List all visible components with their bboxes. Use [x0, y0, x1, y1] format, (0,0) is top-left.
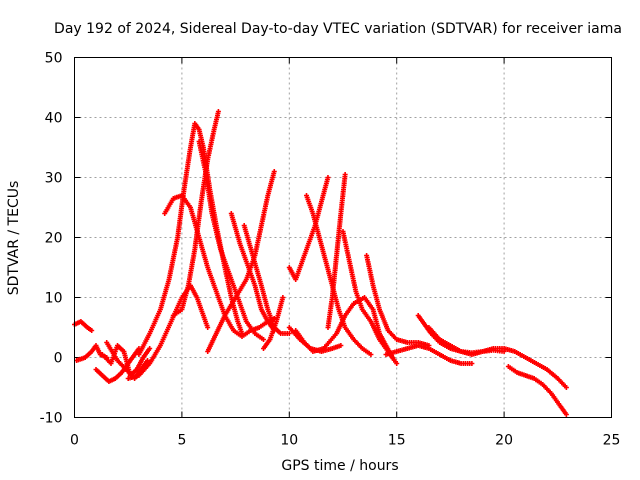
series-arc-15: [286, 175, 331, 282]
data-point: [563, 412, 569, 417]
series-arc-25: [505, 364, 569, 417]
data-point: [215, 109, 221, 114]
y-tick-label: 30: [45, 171, 63, 187]
y-tick-label: 20: [45, 231, 63, 247]
data-point: [342, 172, 348, 177]
data-point: [501, 349, 507, 354]
x-axis-label: GPS time / hours: [281, 458, 398, 474]
data-point: [145, 358, 151, 363]
chart-title: Day 192 of 2024, Sidereal Day-to-day VTE…: [54, 21, 622, 37]
x-tick-label: 0: [70, 433, 79, 449]
y-tick-label: 10: [45, 291, 63, 307]
data-point: [368, 352, 374, 357]
plot-frame: [74, 57, 612, 418]
grid: [74, 57, 612, 418]
data-point: [89, 328, 95, 333]
data-point: [394, 361, 400, 366]
y-tick-label: -10: [40, 411, 63, 427]
series-arc-24: [426, 325, 507, 356]
data-point: [563, 385, 569, 390]
series-arc-19: [325, 172, 348, 330]
data-points: [72, 109, 569, 417]
x-tick-label: 5: [177, 433, 186, 449]
data-point: [325, 175, 331, 180]
series-arc-14: [261, 295, 286, 351]
x-tick-label: 10: [280, 433, 298, 449]
series-arc-2: [74, 343, 110, 363]
data-point: [271, 316, 277, 321]
series-arc-1: [72, 319, 95, 333]
data-point: [338, 343, 344, 348]
x-tick-label: 25: [603, 433, 621, 449]
series-arc-7: [136, 121, 245, 357]
series-arc-10: [196, 139, 267, 342]
data-point: [286, 331, 292, 336]
series-arc-22: [383, 343, 475, 366]
data-point: [280, 295, 286, 300]
data-point: [271, 169, 277, 174]
axes: 0 5 10 15 20 25 -10 0 10 20 30 40 50: [40, 51, 621, 449]
y-tick-label: 40: [45, 111, 63, 127]
y-tick-label: 50: [45, 51, 63, 67]
y-axis-label: SDTVAR / TECUs: [6, 181, 22, 296]
x-tick-label: 20: [495, 433, 513, 449]
series-arc-17: [304, 193, 374, 357]
series-arc-8: [162, 193, 277, 339]
data-point: [147, 346, 153, 351]
y-tick-label: 0: [54, 351, 63, 367]
series-arc-21: [364, 253, 432, 348]
series-arc-9: [170, 109, 221, 318]
data-point: [469, 361, 475, 366]
x-tick-label: 15: [388, 433, 406, 449]
data-point: [261, 337, 267, 342]
series-arc-12: [228, 211, 277, 333]
data-point: [205, 325, 211, 330]
